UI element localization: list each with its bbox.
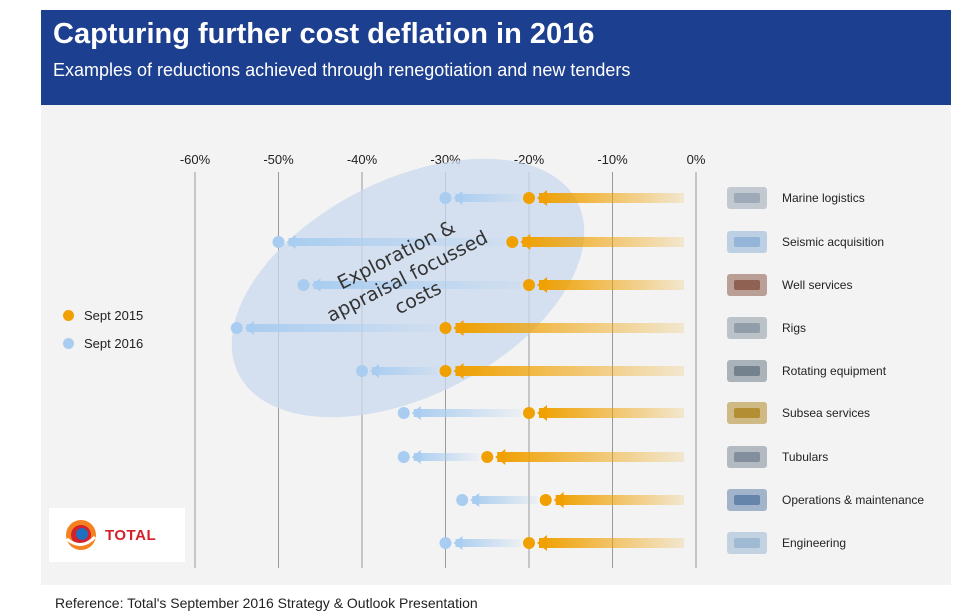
category-label: Seismic acquisition — [782, 235, 884, 249]
category-label: Rigs — [782, 321, 806, 335]
arrow-shaft-sept-2015 — [497, 452, 684, 462]
category-label: Operations & maintenance — [782, 493, 924, 507]
arrow-shaft-sept-2016 — [288, 238, 505, 246]
point-sept-2015 — [481, 451, 494, 463]
x-tick-label: -50% — [263, 152, 294, 167]
arrow-shaft-sept-2016 — [246, 324, 438, 332]
arrow-shaft-sept-2016 — [455, 194, 521, 202]
point-sept-2016 — [397, 451, 410, 463]
arrow-shaft-sept-2015 — [455, 323, 684, 333]
point-sept-2016 — [397, 407, 410, 419]
point-sept-2015 — [523, 192, 535, 204]
category-thumbnail-detail — [734, 408, 760, 418]
arrowhead-sept-2016 — [411, 450, 421, 464]
category-label: Marine logistics — [782, 191, 865, 205]
arrow-shaft-sept-2016 — [372, 367, 438, 375]
arrowhead-sept-2015 — [537, 405, 547, 421]
arrow-shaft-sept-2015 — [539, 193, 684, 203]
arrow-shaft-sept-2015 — [539, 280, 684, 290]
point-sept-2016 — [456, 494, 469, 506]
total-logo-icon — [66, 520, 97, 550]
category-thumbnail-detail — [734, 280, 760, 290]
arrowhead-sept-2015 — [553, 492, 564, 508]
arrow-shaft-sept-2015 — [455, 366, 684, 376]
category-label: Well services — [782, 278, 852, 292]
page-title: Capturing further cost deflation in 2016 — [53, 18, 595, 50]
category-thumbnail-detail — [734, 323, 760, 333]
arrow-shaft-sept-2016 — [472, 496, 538, 504]
legend-label-sept-2016: Sept 2016 — [84, 336, 144, 351]
point-sept-2015 — [439, 322, 452, 334]
legend-dot-sept-2016 — [63, 338, 74, 349]
point-sept-2016 — [272, 236, 285, 248]
arrow-shaft-sept-2016 — [413, 453, 480, 461]
category-label: Rotating equipment — [782, 364, 887, 378]
point-sept-2016 — [297, 279, 310, 291]
arrow-shaft-sept-2016 — [455, 539, 521, 547]
point-sept-2016 — [439, 192, 452, 204]
x-tick-label: -10% — [597, 152, 628, 167]
point-sept-2015 — [523, 279, 535, 291]
arrow-shaft-sept-2016 — [413, 409, 521, 417]
category-label: Engineering — [782, 536, 846, 550]
arrowhead-sept-2016 — [453, 191, 463, 205]
arrow-shaft-sept-2016 — [313, 281, 521, 289]
arrowhead-sept-2015 — [453, 363, 464, 379]
arrowhead-sept-2016 — [244, 321, 254, 335]
category-thumbnail-detail — [734, 538, 760, 548]
legend-label-sept-2015: Sept 2015 — [84, 308, 144, 323]
point-sept-2015 — [523, 407, 535, 419]
category-label: Subsea services — [782, 406, 870, 420]
arrowhead-sept-2015 — [495, 449, 506, 465]
arrowhead-sept-2016 — [286, 235, 296, 249]
arrowhead-sept-2015 — [537, 277, 547, 293]
arrow-shaft-sept-2015 — [539, 538, 684, 548]
point-sept-2015 — [439, 365, 452, 377]
legend-item-sept-2015: Sept 2015 — [63, 308, 143, 323]
arrow-shaft-sept-2015 — [522, 237, 684, 247]
arrowhead-sept-2015 — [453, 320, 464, 336]
point-sept-2016 — [356, 365, 368, 377]
arrowhead-sept-2016 — [370, 364, 379, 378]
arrowhead-sept-2015 — [537, 535, 547, 551]
point-sept-2016 — [439, 537, 452, 549]
arrowhead-sept-2016 — [311, 278, 321, 292]
total-logo: TOTAL — [49, 508, 185, 562]
footer-reference: Reference: Total's September 2016 Strate… — [55, 595, 478, 611]
arrowhead-sept-2015 — [520, 234, 531, 250]
arrow-shaft-sept-2015 — [555, 495, 684, 505]
point-sept-2015 — [523, 537, 535, 549]
category-thumbnail-detail — [734, 495, 760, 505]
category-thumbnail-detail — [734, 193, 760, 203]
point-sept-2016 — [230, 322, 243, 334]
legend-item-sept-2016: Sept 2016 — [63, 336, 143, 351]
x-tick-label: 0% — [687, 152, 706, 167]
category-thumbnail-detail — [734, 237, 760, 247]
category-thumbnail-detail — [734, 366, 760, 376]
header-banner: Capturing further cost deflation in 2016… — [41, 10, 951, 105]
category-label: Tubulars — [782, 450, 828, 464]
point-sept-2015 — [506, 236, 519, 248]
legend-dot-sept-2015 — [63, 310, 74, 321]
arrowhead-sept-2016 — [411, 406, 421, 420]
arrow-shaft-sept-2015 — [539, 408, 684, 418]
arrowhead-sept-2016 — [453, 536, 463, 550]
point-sept-2015 — [539, 494, 552, 506]
x-tick-label: -60% — [180, 152, 211, 167]
arrowhead-sept-2015 — [537, 190, 547, 206]
page-subtitle: Examples of reductions achieved through … — [53, 60, 631, 80]
total-logo-text: TOTAL — [105, 527, 157, 544]
x-tick-label: -40% — [347, 152, 378, 167]
category-thumbnail-detail — [734, 452, 760, 462]
arrowhead-sept-2016 — [470, 493, 480, 507]
